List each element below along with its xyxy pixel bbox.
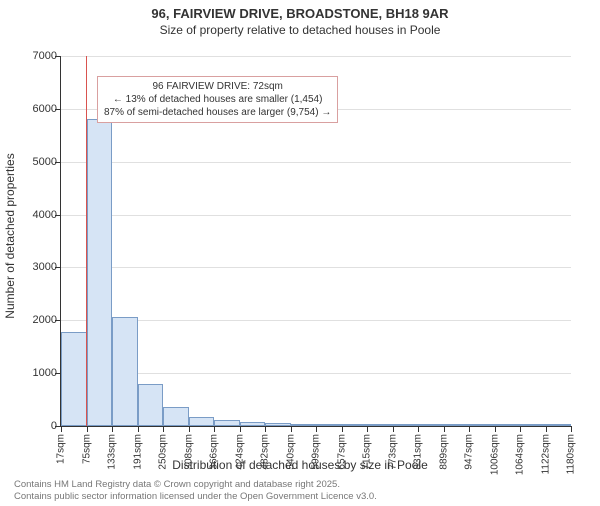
bar (87, 119, 113, 426)
bar (316, 424, 342, 426)
footer-line-1: Contains HM Land Registry data © Crown c… (14, 479, 377, 491)
x-tick (163, 426, 164, 432)
chart-subtitle: Size of property relative to detached ho… (0, 23, 600, 37)
bar (240, 422, 266, 426)
gridline (61, 162, 571, 163)
x-tick (342, 426, 343, 432)
y-tick-label: 3000 (33, 261, 57, 273)
gridline (61, 320, 571, 321)
x-tick (214, 426, 215, 432)
annotation-line-2: ← 13% of detached houses are smaller (1,… (104, 93, 331, 106)
x-tick (189, 426, 190, 432)
annotation-line-1: 96 FAIRVIEW DRIVE: 72sqm (104, 80, 331, 93)
marker-line (86, 56, 87, 426)
y-tick-label: 7000 (33, 50, 57, 62)
bar (291, 424, 317, 426)
bar (189, 417, 215, 427)
x-tick (112, 426, 113, 432)
x-tick (546, 426, 547, 432)
x-tick (495, 426, 496, 432)
gridline (61, 56, 571, 57)
chart-title: 96, FAIRVIEW DRIVE, BROADSTONE, BH18 9AR (0, 6, 600, 21)
x-axis-title: Distribution of detached houses by size … (0, 458, 600, 472)
annotation-box: 96 FAIRVIEW DRIVE: 72sqm← 13% of detache… (97, 76, 338, 123)
x-tick (444, 426, 445, 432)
bar (393, 424, 419, 426)
x-tick (393, 426, 394, 432)
x-tick (469, 426, 470, 432)
x-tick (418, 426, 419, 432)
bar (546, 424, 572, 426)
y-tick-label: 4000 (33, 209, 57, 221)
bar (265, 423, 291, 426)
x-tick (87, 426, 88, 432)
footer: Contains HM Land Registry data © Crown c… (14, 479, 377, 503)
bar (61, 332, 87, 426)
y-tick-label: 6000 (33, 103, 57, 115)
y-tick-label: 0 (51, 420, 57, 432)
x-tick (571, 426, 572, 432)
bar (342, 424, 368, 426)
x-tick (138, 426, 139, 432)
bar (520, 424, 546, 426)
bar (418, 424, 444, 426)
gridline (61, 267, 571, 268)
gridline (61, 373, 571, 374)
y-tick-label: 5000 (33, 156, 57, 168)
y-tick-label: 2000 (33, 314, 57, 326)
x-tick (61, 426, 62, 432)
bar (112, 317, 138, 426)
bar (444, 424, 470, 426)
bar (367, 424, 393, 426)
bar (495, 424, 521, 426)
x-tick (291, 426, 292, 432)
y-axis-title: Number of detached properties (3, 153, 17, 318)
bar (469, 424, 495, 426)
x-tick (240, 426, 241, 432)
gridline (61, 215, 571, 216)
bar (214, 420, 240, 426)
annotation-line-3: 87% of semi-detached houses are larger (… (104, 106, 331, 119)
bar (163, 407, 189, 426)
x-tick (265, 426, 266, 432)
x-tick (520, 426, 521, 432)
plot-area: 0100020003000400050006000700017sqm75sqm1… (60, 56, 571, 427)
x-tick (367, 426, 368, 432)
x-tick (316, 426, 317, 432)
y-tick-label: 1000 (33, 367, 57, 379)
bar (138, 384, 164, 426)
footer-line-2: Contains public sector information licen… (14, 491, 377, 503)
